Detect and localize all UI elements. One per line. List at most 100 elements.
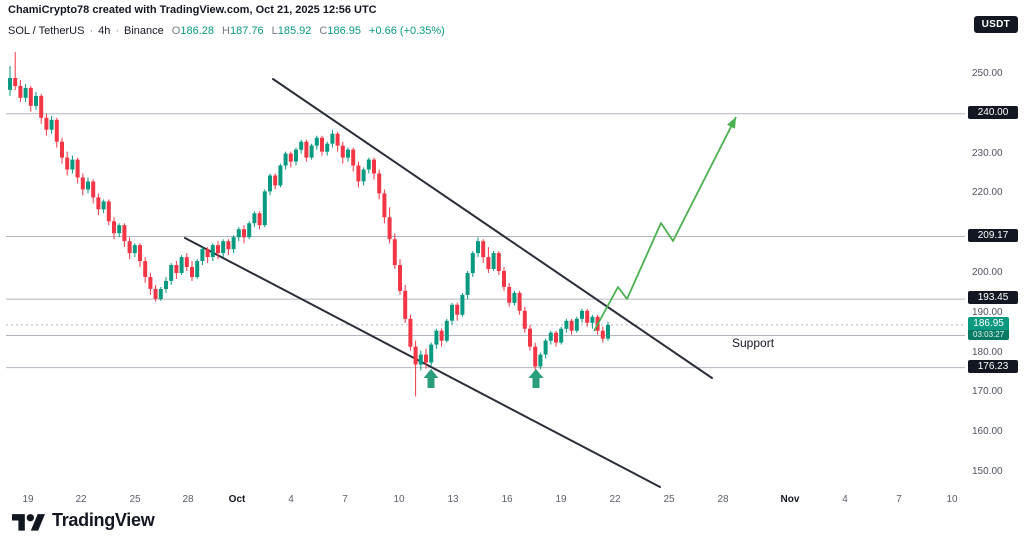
candle-body (23, 87, 28, 98)
candle-body (507, 286, 512, 303)
price-tick: 200.00 (972, 267, 1003, 278)
projection-path[interactable] (593, 116, 737, 332)
candle-body (418, 354, 423, 365)
candle-body (304, 141, 309, 158)
candle-body (216, 245, 220, 254)
candle-body (60, 141, 64, 158)
candle-body (398, 265, 402, 291)
candle-body (80, 177, 85, 190)
candle-body (392, 239, 397, 266)
price-tick: 220.00 (972, 187, 1003, 199)
candle-body (34, 95, 38, 106)
symbol-info-bar[interactable]: SOL / TetherUS · 4h · Binance O186.28 H1… (8, 25, 445, 37)
upper-channel-trendline[interactable] (272, 78, 713, 379)
time-tick: Nov (780, 494, 800, 505)
candle-body (132, 245, 137, 254)
candle-body (444, 320, 449, 341)
time-tick: 4 (842, 494, 848, 505)
candle-body (268, 175, 272, 192)
candle-body (174, 265, 179, 273)
candle-body (96, 197, 101, 210)
candle-body (44, 117, 49, 130)
price-level-badge: 209.17 (968, 228, 1018, 242)
time-tick: 16 (501, 494, 513, 505)
candle-body (413, 346, 418, 365)
time-tick: 7 (896, 494, 902, 505)
time-tick: 10 (946, 494, 958, 505)
price-tick: 230.00 (972, 147, 1003, 159)
price-level-badge: 240.00 (968, 105, 1018, 119)
price-tick: 150.00 (972, 466, 1003, 477)
separator-dot: · (115, 25, 120, 37)
candle-body (559, 328, 564, 343)
candle-body (403, 290, 408, 319)
candle-body (491, 253, 496, 269)
exchange-label: Binance (124, 25, 164, 37)
candle-body (39, 95, 44, 118)
last-price-badge: 186.95 03:03:27 (968, 316, 1010, 340)
candle-body (252, 213, 257, 224)
up-arrow-marker[interactable] (528, 369, 544, 388)
candle-body (288, 153, 293, 162)
time-tick: 25 (129, 494, 141, 505)
candle-body (590, 316, 595, 323)
candle-body (361, 169, 366, 182)
candle-body (112, 221, 116, 234)
tradingview-logo[interactable]: TradingView (12, 510, 155, 531)
time-tick: 28 (717, 494, 729, 505)
separator-dot: · (89, 25, 94, 37)
candle-body (351, 149, 356, 166)
price-axis[interactable]: 250.00 230.00 220.00 200.00 190.00 180.00 170.… (966, 0, 1024, 490)
candle-body (143, 261, 148, 277)
candle-body (153, 288, 158, 299)
time-tick: Oct (228, 494, 246, 505)
candle-body (122, 225, 127, 242)
candle-body (283, 153, 288, 166)
time-tick: 22 (75, 494, 87, 505)
candle-body (86, 181, 90, 190)
candle-body (257, 213, 262, 226)
interval-label: 4h (98, 25, 111, 37)
candle-body (533, 346, 538, 367)
up-arrow-marker[interactable] (423, 369, 439, 388)
candle-body (528, 328, 532, 347)
tradingview-wordmark: TradingView (52, 510, 155, 530)
candle-body (517, 292, 522, 311)
candle-body (164, 281, 168, 289)
candle-body (200, 249, 205, 261)
candle-body (273, 175, 278, 186)
price-tick: 250.00 (972, 68, 1003, 79)
candle-body (366, 159, 371, 170)
bar-countdown: 03:03:27 (968, 329, 1010, 340)
candle-body (330, 133, 335, 144)
ohlc-low: L185.92 (271, 25, 312, 37)
candle-body (247, 223, 252, 238)
candle-body (356, 165, 361, 182)
candle-body (299, 141, 304, 150)
candle-body (340, 145, 345, 158)
price-tick: 180.00 (972, 346, 1003, 358)
candle-body (278, 165, 283, 186)
candle-body (372, 159, 376, 174)
candle-body (548, 332, 553, 341)
candle-body (434, 330, 439, 345)
candle-body (543, 340, 548, 355)
candle-body (450, 304, 454, 321)
candle-body (382, 193, 387, 218)
candle-body (465, 273, 470, 295)
candle-body (564, 320, 569, 329)
time-axis[interactable]: 19 22 25 28 Oct 4 7 10 13 16 19 22 25 28 Nov 4 7 10 (0, 0, 966, 547)
time-tick: 19 (22, 494, 34, 505)
attribution-text: ChamiCrypto78 created with TradingView.c… (8, 4, 377, 16)
candle-body (205, 249, 210, 258)
candle-body (210, 245, 215, 257)
candle-body (75, 159, 80, 178)
candle-body (8, 78, 12, 90)
candle-body (28, 87, 33, 106)
time-tick: 13 (447, 494, 459, 505)
candle-body (455, 304, 460, 315)
candle-body (262, 191, 267, 226)
candle-body (481, 241, 486, 258)
candle-body (496, 253, 501, 271)
